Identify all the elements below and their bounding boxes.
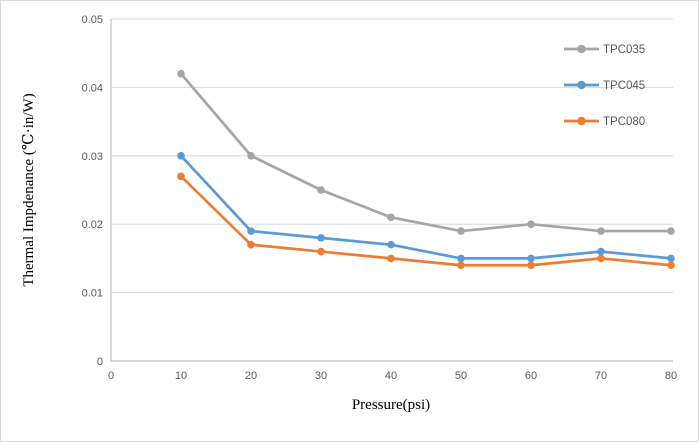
series-marker-TPC035 [177, 69, 185, 78]
series-marker-TPC080 [457, 261, 465, 270]
series-marker-TPC080 [387, 254, 395, 263]
series-marker-TPC080 [667, 261, 675, 270]
series-marker-TPC035 [527, 220, 535, 228]
series-marker-TPC045 [317, 234, 325, 242]
x-tick-label: 70 [595, 370, 607, 382]
x-tick-label: 20 [245, 370, 257, 382]
x-tick-label: 40 [385, 370, 397, 382]
x-tick-label: 60 [525, 370, 537, 382]
x-tick-label: 80 [665, 370, 677, 382]
y-tick-label: 0.04 [82, 82, 103, 94]
x-axis-title: Pressure(psi) [352, 397, 430, 413]
series-marker-TPC035 [247, 152, 255, 160]
series-line-TPC035 [179, 72, 673, 233]
series-marker-TPC045 [597, 247, 605, 256]
x-tick-label: 10 [175, 370, 187, 382]
series-marker-TPC045 [177, 152, 185, 160]
series-marker-TPC080 [317, 247, 325, 256]
series-marker-TPC080 [597, 254, 605, 263]
x-tick-label: 50 [455, 370, 467, 382]
series-marker-TPC035 [387, 213, 395, 222]
series-marker-TPC035 [597, 227, 605, 235]
y-tick-label: 0.01 [82, 288, 103, 300]
series-marker-TPC045 [667, 254, 675, 263]
legend-marker-TPC035 [577, 44, 586, 54]
legend-marker-TPC045 [577, 80, 586, 90]
x-tick-label: 30 [315, 370, 327, 382]
series-marker-TPC045 [527, 254, 535, 263]
series-line-TPC045 [179, 154, 673, 260]
y-tick-label: 0 [97, 356, 103, 368]
series-marker-TPC045 [457, 254, 465, 263]
series-line-TPC080 [179, 174, 673, 267]
legend-label-TPC045: TPC045 [603, 80, 645, 92]
series-marker-TPC080 [177, 172, 185, 181]
series-marker-TPC035 [317, 186, 325, 194]
legend-marker-TPC080 [577, 116, 586, 126]
series-marker-TPC045 [387, 240, 395, 249]
x-tick-label: 0 [108, 370, 114, 382]
y-axis-title: Thermal Impdenance (℃·in/W) [21, 93, 37, 286]
legend-label-TPC080: TPC080 [603, 116, 645, 128]
series-marker-TPC035 [457, 227, 465, 235]
series-marker-TPC080 [247, 240, 255, 249]
y-tick-label: 0.05 [82, 14, 103, 26]
y-tick-label: 0.02 [82, 219, 103, 231]
series-marker-TPC080 [527, 261, 535, 270]
y-tick-label: 0.03 [82, 151, 103, 163]
series-marker-TPC035 [667, 227, 675, 235]
legend-label-TPC035: TPC035 [603, 44, 645, 56]
series-marker-TPC045 [247, 227, 255, 235]
